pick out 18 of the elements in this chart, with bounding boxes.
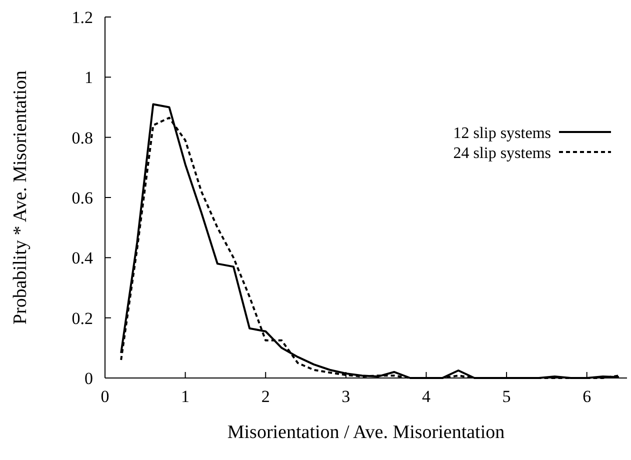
y-tick-label: 0.4 (72, 248, 94, 268)
y-tick-label: 0.2 (72, 308, 93, 328)
y-axis-title: Probability * Ave. Misorientation (10, 70, 31, 325)
x-tick-label: 5 (502, 387, 511, 406)
legend-label: 12 slip systems (453, 125, 551, 142)
y-tick-label: 1.2 (72, 8, 93, 27)
x-axis-title: Misorientation / Ave. Misorientation (227, 422, 506, 443)
legend-label: 24 slip systems (453, 145, 551, 162)
x-tick-label: 2 (261, 387, 270, 406)
y-tick-label: 1 (84, 68, 93, 88)
x-tick-label: 4 (422, 387, 431, 406)
y-tick-label: 0.6 (72, 188, 93, 208)
x-tick-label: 6 (582, 387, 592, 406)
x-tick-label: 0 (100, 387, 110, 406)
x-tick-label: 3 (342, 387, 350, 406)
y-tick-label: 0.8 (72, 128, 93, 148)
x-tick-label: 1 (181, 387, 190, 406)
y-tick-label: 0 (84, 369, 93, 388)
